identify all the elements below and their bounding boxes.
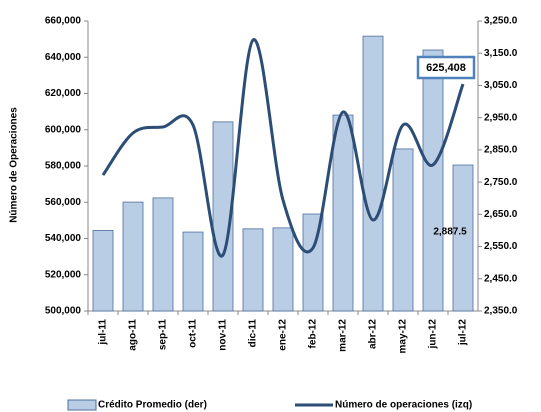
x-tick-label: dic-11 [248, 319, 259, 348]
y-tick-label: 500,000 [45, 306, 82, 317]
bar [212, 121, 234, 312]
x-tick-label: abr-12 [368, 319, 379, 349]
bar [362, 35, 384, 312]
bar [452, 164, 474, 312]
y-tick-label: 580,000 [45, 161, 82, 172]
bar [182, 231, 204, 312]
legend-label: Crédito Promedio (der) [98, 400, 207, 411]
y2-tick-label: 2,750.0 [484, 177, 518, 188]
y2-tick-label: 2,550.0 [484, 241, 518, 252]
y2-tick-label: 2,650.0 [484, 209, 518, 220]
annotation: 2,887.5 [433, 227, 467, 238]
x-tick-label: jul-12 [458, 319, 469, 347]
x-tick-label: ene-12 [278, 319, 289, 351]
y2-tick-label: 3,150.0 [484, 48, 518, 59]
y-tick-label: 640,000 [45, 52, 82, 63]
bar [272, 227, 294, 312]
bar [122, 201, 144, 312]
y2-tick-label: 2,350.0 [484, 306, 518, 317]
annotation-box [416, 55, 476, 80]
x-tick-label: oct-11 [188, 319, 199, 348]
bar [242, 228, 264, 312]
y-tick-label: 520,000 [45, 269, 82, 280]
bar [92, 230, 114, 312]
y2-tick-label: 2,850.0 [484, 145, 518, 156]
x-tick-label: sep-11 [158, 319, 169, 351]
y-tick-label: 600,000 [45, 124, 82, 135]
bar [392, 148, 414, 312]
y2-tick-label: 2,450.0 [484, 273, 518, 284]
x-tick-label: may-12 [398, 319, 409, 354]
y-tick-label: 660,000 [45, 16, 82, 27]
y2-tick-label: 2,950.0 [484, 112, 518, 123]
y-tick-label: 540,000 [45, 233, 82, 244]
y-axis-title: Número de Operaciones [9, 107, 20, 223]
y-tick-label: 560,000 [45, 197, 82, 208]
y2-tick-label: 3,050.0 [484, 80, 518, 91]
x-tick-label: jul-11 [98, 319, 109, 346]
annotation: 625,408 [426, 62, 466, 74]
legend-label: Número de operaciones (izq) [335, 400, 472, 411]
y2-tick-label: 3,250.0 [484, 16, 518, 27]
x-tick-label: nov-11 [218, 319, 229, 351]
x-tick-label: ago-11 [128, 319, 139, 351]
bar [422, 49, 444, 312]
y-tick-label: 620,000 [45, 88, 82, 99]
x-tick-label: mar-12 [338, 319, 349, 352]
x-tick-label: feb-12 [308, 319, 319, 349]
legend-swatch [67, 399, 97, 411]
line [101, 38, 465, 258]
x-tick-label: jun-12 [428, 319, 439, 350]
bar [332, 114, 354, 312]
bar [152, 197, 174, 312]
